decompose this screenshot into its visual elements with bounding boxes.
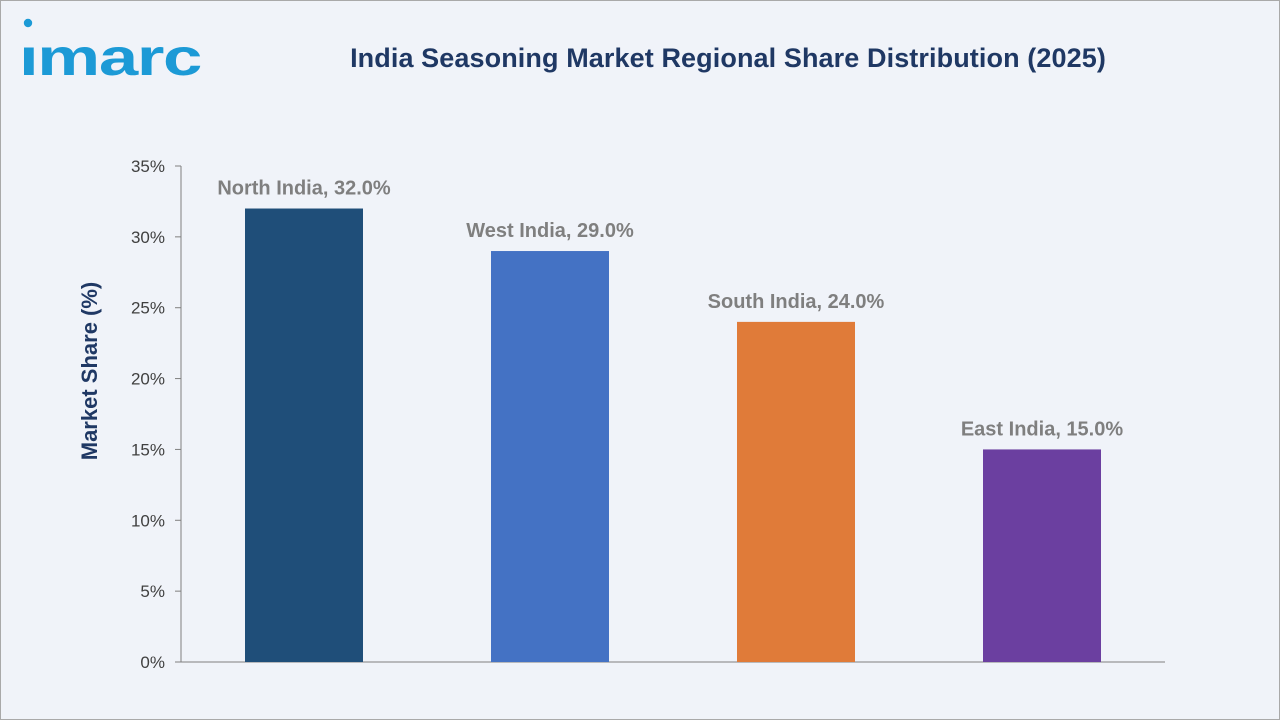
y-tick-label: 10%	[131, 511, 165, 530]
data-label-east-india: East India, 15.0%	[961, 418, 1124, 440]
y-tick-label: 15%	[131, 440, 165, 459]
bar-north-india	[245, 208, 363, 662]
chart-title: India Seasoning Market Regional Share Di…	[350, 43, 1106, 73]
y-tick-label: 30%	[131, 228, 165, 247]
bar-west-india	[491, 251, 609, 662]
data-label-west-india: West India, 29.0%	[466, 220, 634, 242]
y-tick-label: 5%	[140, 582, 165, 601]
y-axis: 0% 5% 10% 15% 20% 25% 30% 35%	[131, 157, 182, 672]
data-labels: North India, 32.0% West India, 29.0% South…	[217, 178, 1123, 441]
y-tick-label: 25%	[131, 299, 165, 318]
data-label-south-india: South India, 24.0%	[708, 291, 885, 313]
imarc-logo-mark: ımarc	[19, 18, 202, 81]
y-tick-label: 0%	[140, 653, 165, 672]
y-axis-label: Market Share (%)	[77, 282, 102, 461]
svg-text:ımarc: ımarc	[19, 29, 201, 81]
y-tick-label: 35%	[131, 157, 165, 176]
bar-east-india	[983, 449, 1101, 662]
y-tick-label: 20%	[131, 370, 165, 389]
bars	[245, 208, 1101, 662]
imarc-logo: ımarc	[19, 17, 205, 81]
bar-south-india	[737, 321, 855, 662]
data-label-north-india: North India, 32.0%	[217, 178, 391, 200]
